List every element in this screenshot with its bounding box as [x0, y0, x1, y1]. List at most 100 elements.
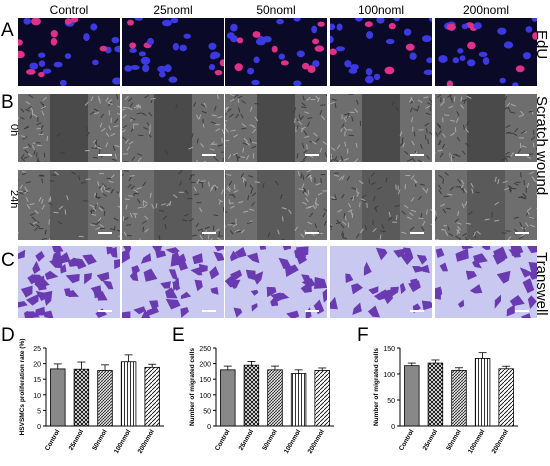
- cell-texture: [212, 225, 215, 231]
- cell-texture: [464, 201, 468, 207]
- cell-texture: [523, 179, 525, 185]
- migrated-cell: [300, 281, 312, 293]
- bar-25nmol: [427, 362, 444, 427]
- cell-texture: [143, 204, 148, 209]
- nucleus: [142, 64, 150, 73]
- trans-image-5: [435, 246, 537, 318]
- panel-letter-a: A: [1, 20, 14, 41]
- cell-texture: [409, 226, 415, 231]
- migrated-cell: [165, 247, 180, 254]
- nucleus: [236, 37, 244, 44]
- cell-texture: [465, 128, 469, 133]
- scratch-gap: [257, 94, 295, 162]
- nucleus: [38, 71, 45, 78]
- cell-texture: [413, 131, 416, 137]
- cell-texture: [426, 209, 428, 215]
- cell-texture: [359, 202, 361, 208]
- migrated-cell: [160, 281, 171, 289]
- migrated-cell: [250, 289, 259, 296]
- migrated-cell: [375, 247, 388, 261]
- cell-texture: [504, 95, 508, 101]
- cell-texture: [220, 189, 224, 195]
- cell-texture: [58, 205, 64, 210]
- cell-texture: [341, 230, 344, 237]
- cell-texture: [304, 111, 310, 114]
- x-tick-label: Control: [44, 428, 62, 452]
- migrated-cell: [165, 287, 178, 299]
- migrated-cell: [44, 270, 59, 280]
- migrated-cell: [67, 257, 79, 267]
- cell-texture: [460, 104, 465, 109]
- cell-texture: [249, 208, 255, 211]
- cell-texture: [294, 226, 299, 232]
- cell-texture: [118, 192, 120, 198]
- cell-texture: [465, 222, 471, 225]
- cell-texture: [449, 155, 455, 159]
- nucleus: [312, 38, 320, 45]
- cell-texture: [334, 194, 337, 200]
- nucleus: [124, 65, 133, 72]
- scratch-gap: [362, 170, 400, 240]
- cell-texture: [144, 94, 149, 99]
- column-header-4: 100noml: [357, 3, 405, 17]
- cell-texture: [34, 209, 39, 214]
- nucleus: [64, 18, 72, 25]
- y-tick-label: 20: [33, 362, 41, 369]
- cell-texture: [94, 192, 96, 198]
- cell-texture: [216, 237, 222, 240]
- cell-texture: [56, 133, 61, 137]
- cell-texture: [442, 208, 447, 214]
- cell-texture: [448, 105, 454, 109]
- cell-texture: [41, 178, 44, 184]
- nucleus: [129, 48, 137, 53]
- chart-1: 0 5 10 15 20 25 HSVSMCs proliferation rate (%)…: [19, 339, 164, 455]
- cell-texture: [122, 174, 124, 176]
- cell-texture: [38, 175, 44, 177]
- cell-texture: [381, 223, 385, 229]
- migrated-cell: [473, 253, 488, 264]
- cell-texture: [129, 212, 133, 218]
- cell-texture: [226, 187, 231, 193]
- cell-texture: [410, 209, 417, 213]
- cell-texture: [33, 150, 36, 156]
- cell-texture: [232, 223, 238, 228]
- cell-texture: [500, 158, 506, 161]
- cell-texture: [233, 134, 238, 138]
- nucleus: [393, 18, 400, 22]
- nucleus: [423, 69, 432, 76]
- cell-texture: [331, 196, 337, 200]
- cell-texture: [213, 184, 219, 189]
- cell-texture: [462, 232, 467, 237]
- scratch-gap: [467, 170, 505, 240]
- cell-texture: [189, 175, 193, 181]
- nucleus: [403, 28, 412, 36]
- cell-texture: [218, 199, 222, 205]
- cell-texture: [438, 130, 442, 135]
- cell-texture: [300, 159, 306, 162]
- cell-texture: [51, 174, 57, 176]
- cell-texture: [243, 210, 249, 213]
- cell-texture: [21, 170, 28, 174]
- scale-bar: [98, 232, 112, 234]
- cell-texture: [241, 100, 246, 104]
- cell-texture: [94, 112, 100, 115]
- scr24-image-1: [18, 170, 120, 240]
- edu-image-4: [330, 18, 432, 86]
- migrated-cell: [439, 262, 449, 272]
- migrated-cell: [506, 304, 515, 317]
- cell-texture: [425, 112, 431, 116]
- cell-texture: [315, 197, 317, 203]
- cell-texture: [529, 171, 535, 175]
- cell-texture: [301, 143, 305, 149]
- migrated-cell: [390, 286, 399, 297]
- panel-letter-b: B: [1, 92, 14, 113]
- migrated-cell: [393, 248, 405, 258]
- cell-texture: [435, 152, 436, 154]
- cell-texture: [501, 232, 507, 234]
- cell-texture: [397, 189, 401, 195]
- migrated-cell: [435, 286, 441, 300]
- migrated-cell: [95, 308, 107, 318]
- nucleus: [525, 26, 533, 33]
- migrated-cell: [51, 248, 62, 262]
- cell-texture: [191, 234, 198, 237]
